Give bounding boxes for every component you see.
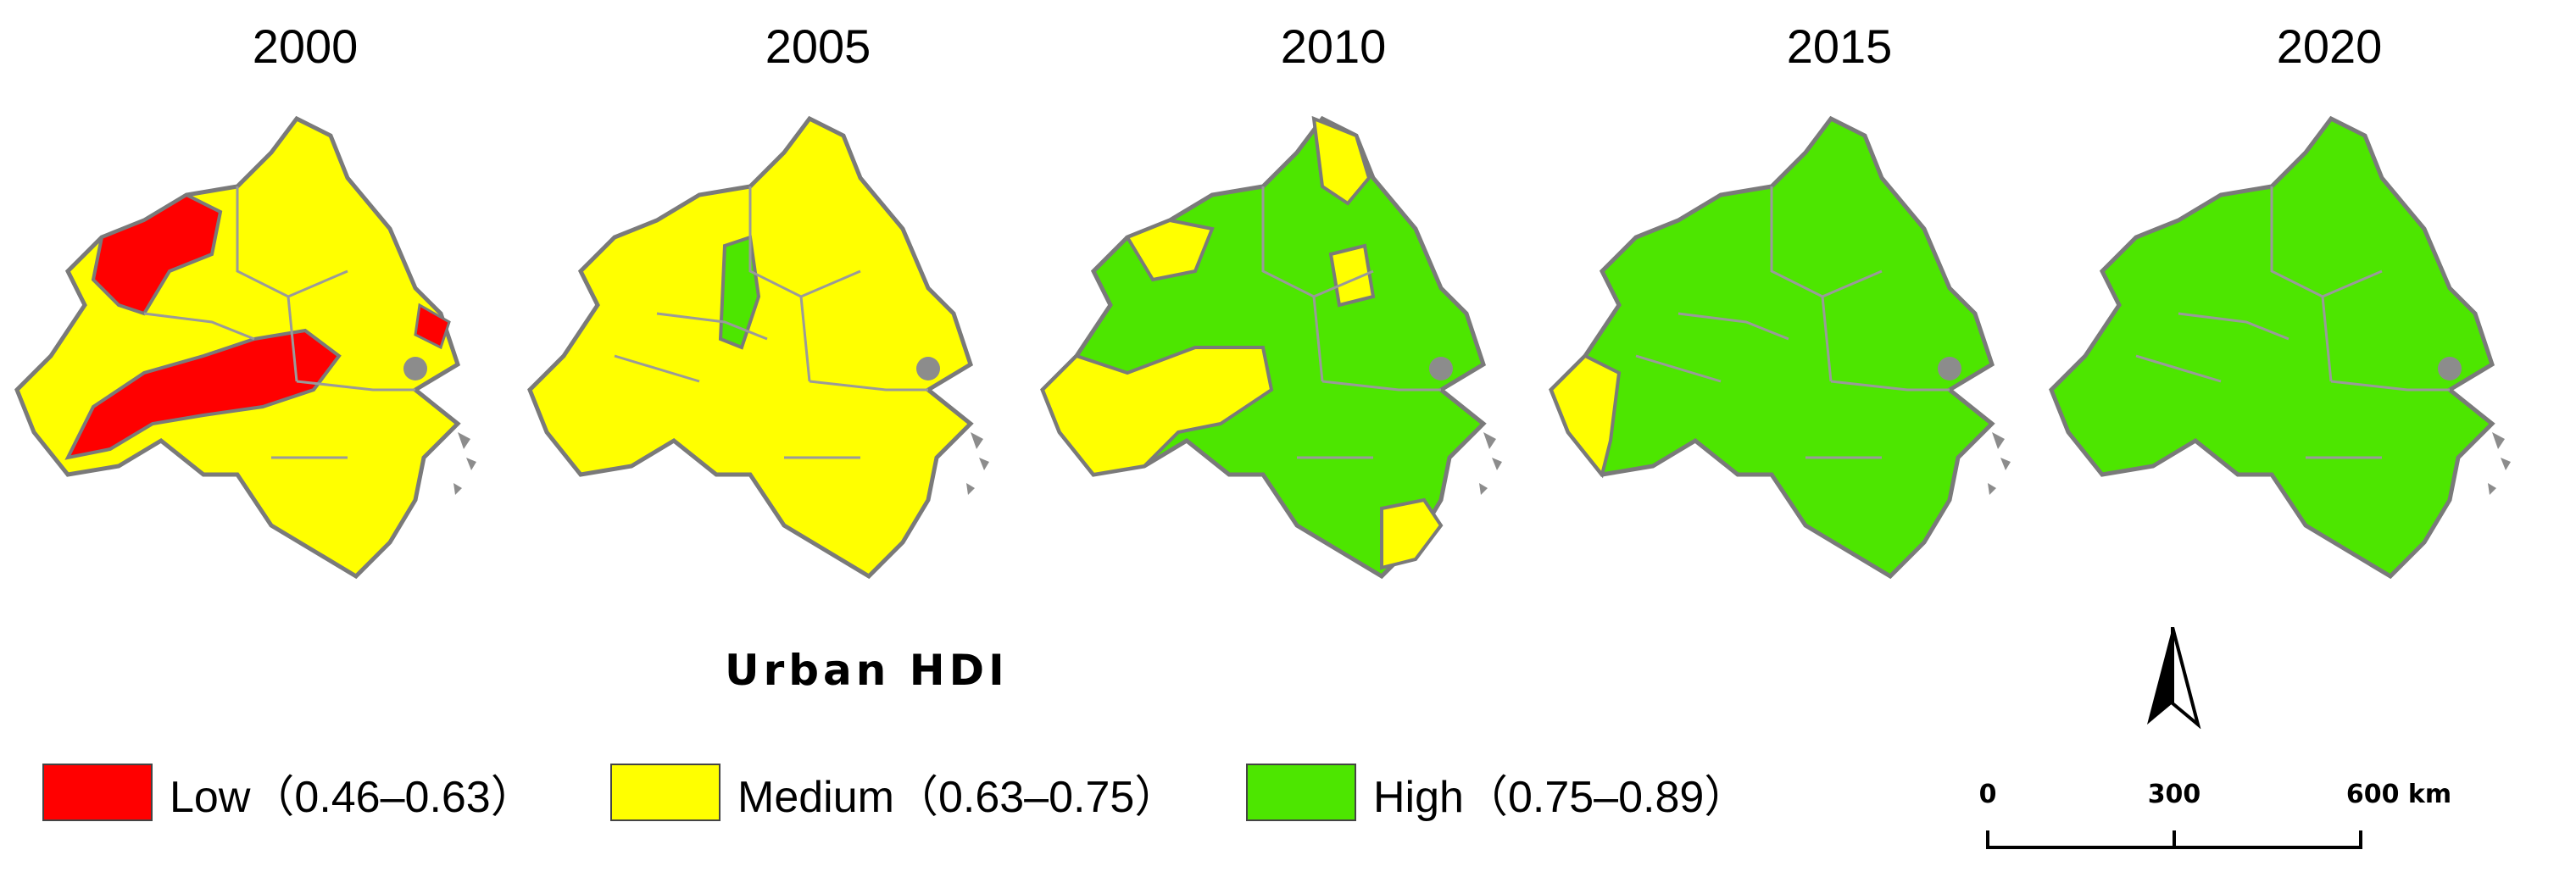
map-title-2005: 2005	[765, 19, 871, 73]
low-zone-west	[91, 192, 223, 316]
legend-swatch-low	[42, 764, 153, 821]
medium-zone-northwest	[1125, 218, 1215, 282]
scale-label-0: 0	[1978, 780, 1997, 809]
scale-label-300: 300	[2147, 780, 2201, 809]
legend-title: Urban HDI	[725, 646, 1009, 695]
coastal-islands	[2488, 432, 2511, 495]
medium-zone-south	[1380, 497, 1444, 570]
legend-swatch-high	[1246, 764, 1356, 821]
coastal-islands	[966, 432, 989, 495]
internal-boundaries	[2135, 186, 2450, 459]
map-2000	[14, 115, 476, 580]
medium-zone-southwest	[1040, 346, 1274, 477]
water-body	[1938, 357, 1961, 380]
low-zone-east	[414, 303, 451, 350]
map-title-2000: 2000	[252, 19, 359, 73]
legend-label-high: High（0.75–0.89）	[1373, 772, 1749, 822]
low-zone-south	[64, 328, 342, 460]
region-outline	[2049, 115, 2495, 580]
coastal-islands	[1988, 432, 2011, 495]
map-panel-2020	[2049, 102, 2560, 593]
map-2015	[1549, 115, 2011, 580]
medium-zone-north	[1311, 115, 1371, 206]
legend-item-medium: Medium（0.63–0.75）	[610, 758, 1178, 826]
map-panel-2000	[14, 102, 526, 593]
legend-item-low: Low（0.46–0.63）	[42, 758, 535, 826]
coastal-islands	[453, 432, 476, 495]
map-panel-2015	[1549, 102, 2060, 593]
internal-boundaries	[1635, 186, 1950, 459]
medium-zone-center	[1328, 243, 1376, 308]
legend-swatch-medium	[610, 764, 721, 821]
map-2020	[2049, 115, 2511, 580]
water-body	[403, 357, 427, 380]
scale-label-end: 600 km	[2345, 780, 2452, 809]
coastal-islands	[1479, 432, 1502, 495]
region-outline	[1549, 115, 1995, 580]
map-title-2015: 2015	[1786, 19, 1893, 73]
legend-item-high: High（0.75–0.89）	[1246, 758, 1748, 826]
internal-boundaries	[1261, 186, 1441, 459]
north-arrow	[2143, 626, 2202, 730]
map-panel-2010	[1040, 102, 1551, 593]
map-title-2020: 2020	[2276, 19, 2383, 73]
north-arrow-icon	[2147, 626, 2201, 730]
medium-zone-southwest	[1549, 353, 1622, 479]
scale-bar-line	[1986, 830, 2362, 849]
legend-label-low: Low（0.46–0.63）	[170, 772, 535, 822]
map-2005	[527, 115, 989, 580]
internal-boundaries	[143, 186, 415, 459]
map-panel-2005	[527, 102, 1038, 593]
scale-bar: 0 300 600 km	[1958, 780, 2451, 864]
region-outline	[527, 115, 974, 580]
map-title-2010: 2010	[1280, 19, 1387, 73]
map-2010	[1040, 115, 1502, 580]
water-body	[1429, 357, 1453, 380]
water-body	[2438, 357, 2462, 380]
water-body	[916, 357, 940, 380]
internal-boundaries	[614, 186, 928, 459]
legend-label-medium: Medium（0.63–0.75）	[737, 772, 1179, 822]
